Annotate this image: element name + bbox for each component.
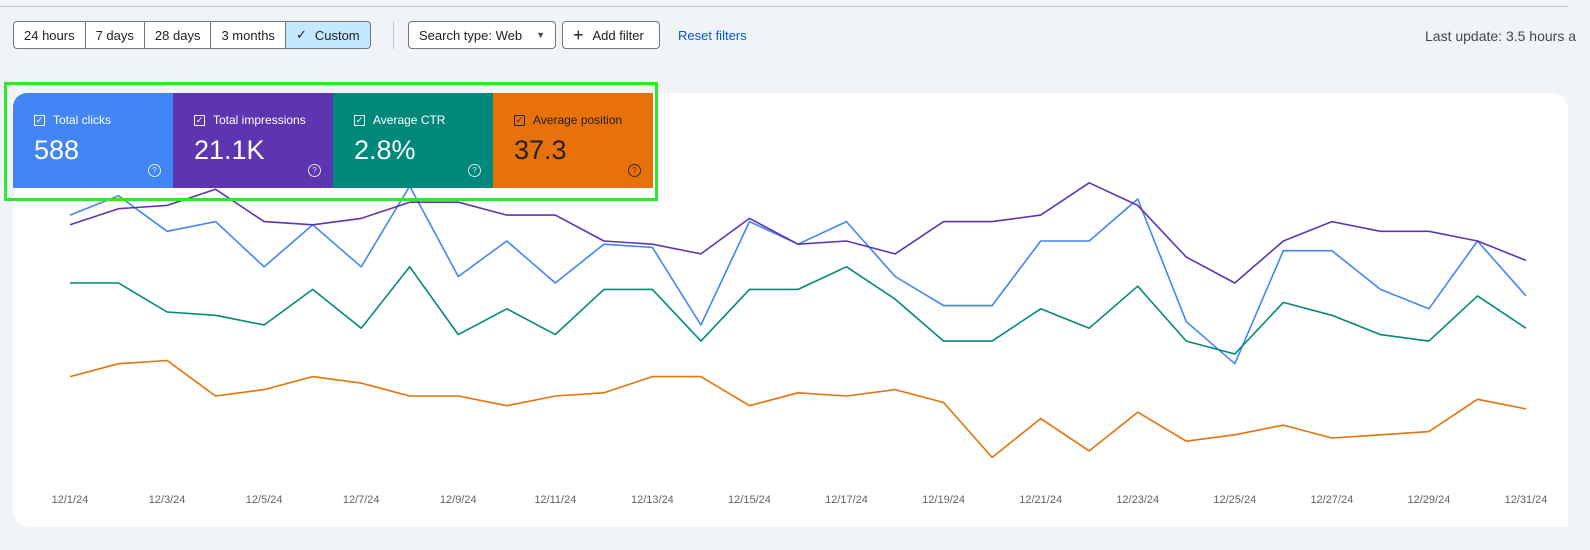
top-divider xyxy=(0,6,1568,7)
x-tick-label: 12/13/24 xyxy=(631,494,674,506)
x-tick-label: 12/1/24 xyxy=(52,494,89,506)
series-line-total-impressions xyxy=(69,182,1527,284)
date-range-label: 7 days xyxy=(95,27,134,43)
metric-value: 2.8% xyxy=(354,135,416,165)
series-line-total-clicks xyxy=(69,185,1527,365)
date-range-label: 24 hours xyxy=(24,27,75,43)
metric-value: 21.1K xyxy=(194,135,265,165)
add-filter-button[interactable]: + Add filter xyxy=(562,21,660,49)
x-tick-label: 12/21/24 xyxy=(1019,494,1062,506)
x-tick-label: 12/7/24 xyxy=(343,494,380,506)
date-range-label: Custom xyxy=(314,27,360,43)
x-tick-label: 12/17/24 xyxy=(825,494,868,506)
metric-tile-total-clicks[interactable]: ✓ Total clicks 588 ? xyxy=(13,93,173,188)
date-range-custom-button[interactable]: ✓ Custom xyxy=(285,21,371,49)
series-line-average-position xyxy=(69,359,1527,459)
search-type-dropdown[interactable]: Search type: Web ▼ xyxy=(408,21,556,49)
metric-value: 37.3 xyxy=(514,135,567,165)
reset-filters-link[interactable]: Reset filters xyxy=(678,28,747,43)
checkbox-checked-icon[interactable]: ✓ xyxy=(34,114,45,126)
checkbox-checked-icon[interactable]: ✓ xyxy=(354,114,365,126)
plus-icon: + xyxy=(573,25,584,45)
x-tick-label: 12/31/24 xyxy=(1505,494,1548,506)
help-icon[interactable]: ? xyxy=(628,164,641,177)
date-range-selector: 24 hours 7 days 28 days 3 months ✓ Custom xyxy=(13,21,371,49)
last-update-text: Last update: 3.5 hours a xyxy=(1425,28,1576,44)
metric-label: Total impressions xyxy=(213,113,306,127)
toolbar-divider xyxy=(393,21,394,49)
help-icon[interactable]: ? xyxy=(468,164,481,177)
add-filter-label: Add filter xyxy=(592,27,644,43)
metric-label: Average CTR xyxy=(373,113,446,127)
metric-label: Average position xyxy=(533,113,623,127)
metric-tile-average-position[interactable]: ✓ Average position 37.3 ? xyxy=(493,93,653,188)
help-icon[interactable]: ? xyxy=(308,164,321,177)
x-tick-label: 12/9/24 xyxy=(440,494,477,506)
x-tick-label: 12/19/24 xyxy=(922,494,965,506)
date-range-label: 28 days xyxy=(154,27,201,43)
metric-value: 588 xyxy=(34,135,80,165)
series-line-average-ctr xyxy=(70,265,1527,355)
metric-tiles: ✓ Total clicks 588 ? ✓ Total impressions 2… xyxy=(13,93,653,188)
check-icon: ✓ xyxy=(295,27,307,42)
date-range-28-days-button[interactable]: 28 days xyxy=(144,21,212,49)
checkbox-checked-icon[interactable]: ✓ xyxy=(194,114,205,126)
x-tick-label: 12/11/24 xyxy=(534,494,576,506)
x-tick-label: 12/3/24 xyxy=(149,494,186,506)
caret-down-icon: ▼ xyxy=(536,30,545,40)
metric-tile-average-ctr[interactable]: ✓ Average CTR 2.8% ? xyxy=(333,93,493,188)
help-icon[interactable]: ? xyxy=(148,164,161,177)
search-type-label: Search type: Web xyxy=(419,27,523,43)
x-tick-label: 12/5/24 xyxy=(246,494,283,506)
metric-tile-total-impressions[interactable]: ✓ Total impressions 21.1K ? xyxy=(173,93,333,188)
x-tick-label: 12/27/24 xyxy=(1310,494,1353,506)
date-range-3-months-button[interactable]: 3 months xyxy=(211,21,286,49)
date-range-7-days-button[interactable]: 7 days xyxy=(85,21,145,49)
x-tick-label: 12/29/24 xyxy=(1408,494,1451,506)
x-tick-label: 12/15/24 xyxy=(728,494,771,506)
x-tick-label: 12/25/24 xyxy=(1213,494,1256,506)
x-tick-label: 12/23/24 xyxy=(1116,494,1159,506)
date-range-label: 3 months xyxy=(221,27,275,43)
date-range-24-hours-button[interactable]: 24 hours xyxy=(13,21,86,49)
metric-label: Total clicks xyxy=(53,113,112,127)
checkbox-checked-icon[interactable]: ✓ xyxy=(514,114,525,126)
